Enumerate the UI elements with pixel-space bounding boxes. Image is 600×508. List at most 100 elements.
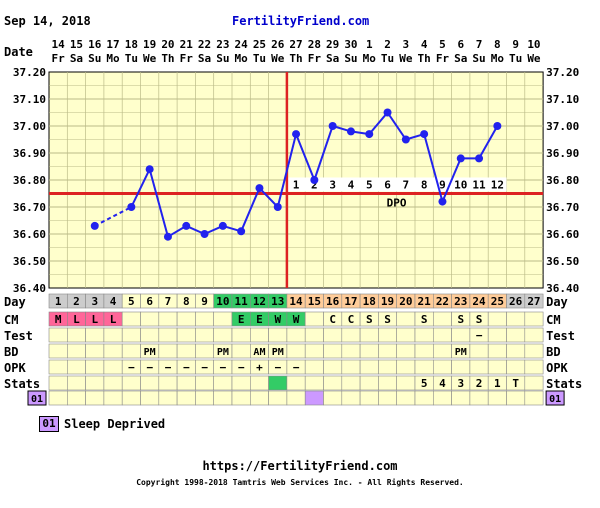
cell-cm	[121, 311, 141, 327]
date-label: 5	[439, 38, 446, 51]
cell-text-cm: M	[55, 313, 62, 326]
footer-copyright: Copyright 1998-2018 Tamtris Web Services…	[136, 478, 464, 487]
footer-url[interactable]: https://FertilityFriend.com	[202, 459, 398, 473]
temp-point	[438, 197, 447, 206]
cell-notes	[432, 390, 452, 406]
date-label: 3	[403, 38, 410, 51]
y-tick-label-right: 36.90	[546, 147, 579, 160]
temp-point	[475, 154, 484, 163]
cell-stats	[359, 375, 379, 391]
cell-notes	[323, 390, 343, 406]
cell-test	[213, 327, 233, 343]
cell-opk	[359, 359, 379, 375]
cell-notes	[195, 390, 214, 406]
dpo-number: 4	[348, 179, 355, 192]
y-tick-label: 36.70	[13, 201, 46, 214]
cell-opk	[487, 359, 507, 375]
site-title[interactable]: FertilityFriend.com	[232, 14, 370, 28]
cell-test	[451, 327, 471, 343]
y-tick-label: 36.50	[13, 255, 46, 268]
cell-text-day: 19	[381, 295, 394, 308]
cell-notes	[140, 390, 160, 406]
dpo-number: 11	[472, 179, 486, 192]
cell-opk	[432, 359, 452, 375]
temp-line-segment	[386, 111, 407, 141]
cell-text-day: 11	[235, 295, 249, 308]
cell-bd	[414, 343, 434, 359]
cell-notes	[396, 390, 416, 406]
cell-text-cm: L	[73, 313, 80, 326]
cell-notes	[103, 390, 123, 406]
date-label: 25	[253, 38, 266, 51]
cell-stats	[213, 375, 233, 391]
cell-test	[286, 327, 306, 343]
cell-notes	[176, 390, 196, 406]
cell-text-day: 8	[183, 295, 190, 308]
cell-opk	[469, 359, 489, 375]
weekday-label: Fr	[52, 52, 66, 65]
date-label: 8	[494, 38, 501, 51]
cell-text-day: 1	[55, 295, 62, 308]
cell-notes	[121, 390, 141, 406]
cell-text-cm: S	[384, 313, 391, 326]
date-label: 1	[366, 38, 373, 51]
weekday-label: We	[399, 52, 413, 65]
dpo-number: 10	[454, 179, 467, 192]
temp-line-segment	[423, 133, 444, 202]
cell-text-day: 27	[527, 295, 540, 308]
dpo-text: DPO	[387, 197, 407, 210]
cell-test	[176, 327, 196, 343]
cell-text-day: 25	[491, 295, 504, 308]
cell-opk	[48, 359, 68, 375]
cell-text-cm: S	[421, 313, 428, 326]
date-label: 19	[143, 38, 156, 51]
date-label: 17	[106, 38, 119, 51]
weekday-label: Tu	[381, 52, 394, 65]
y-tick-label-right: 36.50	[546, 255, 579, 268]
weekday-label: Tu	[125, 52, 138, 65]
cell-bd	[396, 343, 416, 359]
temp-point	[310, 176, 319, 184]
cell-notes	[286, 390, 306, 406]
temp-line-segment	[276, 133, 298, 208]
cell-text-opk: −	[201, 361, 208, 374]
note-code-badge: 01	[39, 416, 59, 432]
cell-opk	[506, 359, 526, 375]
weekday-label: Sa	[70, 52, 83, 65]
cell-opk	[524, 359, 544, 375]
row-label-day: Day	[4, 295, 26, 309]
temp-point	[456, 154, 465, 163]
cell-stats	[140, 375, 160, 391]
cell-bd	[524, 343, 544, 359]
cell-test	[195, 327, 214, 343]
cell-text-stats: 3	[457, 377, 464, 390]
cell-text-day: 10	[216, 295, 229, 308]
cell-stats	[524, 375, 544, 391]
cell-cm	[487, 311, 507, 327]
date-label: 23	[216, 38, 229, 51]
cell-stats	[121, 375, 141, 391]
row-label-right-opk: OPK	[546, 361, 568, 375]
temp-point	[255, 184, 264, 193]
row-label-right-cm: CM	[546, 313, 560, 327]
cell-test	[359, 327, 379, 343]
temp-point	[328, 122, 337, 130]
temp-point	[182, 221, 191, 230]
y-tick-label: 37.00	[13, 120, 46, 133]
cell-text-bd: PM	[217, 347, 229, 358]
cell-notes	[268, 390, 288, 406]
cell-text-stats: 4	[439, 377, 446, 390]
date-label: 16	[88, 38, 102, 51]
cell-stats	[250, 375, 269, 391]
cell-bd	[158, 343, 178, 359]
cell-stats	[158, 375, 178, 391]
cell-stats	[231, 375, 251, 391]
cell-stats	[378, 375, 397, 391]
cell-stats	[67, 375, 86, 391]
row-label-test: Test	[4, 329, 33, 343]
cell-notes	[414, 390, 434, 406]
cell-opk	[85, 359, 105, 375]
cell-notes	[469, 390, 489, 406]
dpo-number: 12	[491, 179, 504, 192]
weekday-label: Fr	[308, 52, 322, 65]
